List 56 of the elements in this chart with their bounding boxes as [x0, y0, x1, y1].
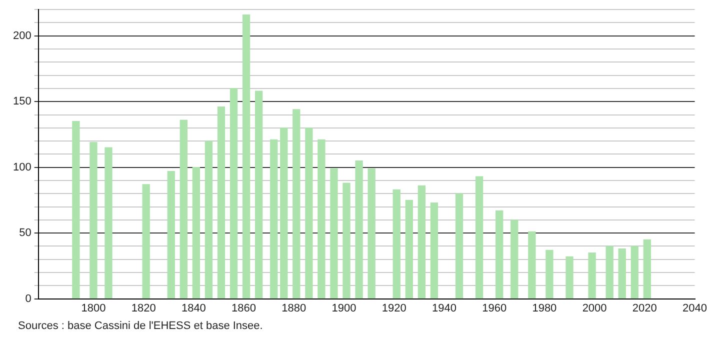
bar	[643, 239, 651, 299]
bar	[230, 88, 238, 299]
y-tick-label: 150	[12, 96, 32, 108]
bar	[630, 246, 638, 299]
bar	[192, 167, 200, 299]
bar	[528, 231, 536, 299]
bar	[546, 250, 554, 299]
bar	[405, 200, 413, 299]
bar	[305, 128, 313, 299]
bar	[242, 14, 250, 299]
bar	[90, 142, 98, 299]
bar	[566, 256, 574, 299]
bar	[455, 193, 464, 299]
bar	[342, 182, 350, 299]
bar	[618, 248, 626, 299]
x-tick-label: 1820	[131, 302, 156, 314]
bar	[355, 160, 363, 299]
bar	[475, 176, 484, 299]
bar	[292, 109, 300, 299]
y-tick-label: 0	[25, 292, 32, 305]
x-tick-label: 2000	[582, 302, 607, 314]
x-tick-label: 1860	[232, 302, 256, 314]
bar	[368, 168, 376, 299]
x-tick-label: 1920	[382, 302, 406, 314]
bar	[510, 220, 518, 299]
bar	[270, 139, 278, 299]
bar	[180, 120, 188, 299]
bar	[254, 90, 263, 299]
bar	[280, 128, 288, 299]
y-tick-label: 200	[12, 30, 32, 42]
bar	[392, 189, 400, 299]
bar	[104, 147, 112, 299]
x-tick-label: 2020	[632, 302, 657, 314]
bar	[204, 140, 213, 299]
x-tick-label: 1940	[432, 302, 456, 314]
bar	[606, 246, 614, 299]
bar	[330, 168, 338, 299]
bar	[588, 252, 596, 299]
source-note: Sources : base Cassini de l'EHESS et base Insee.	[18, 320, 263, 332]
bar	[430, 202, 438, 299]
bar	[142, 184, 150, 299]
bar	[496, 210, 504, 299]
bar	[217, 106, 226, 299]
x-tick-label: 2040	[682, 302, 708, 314]
x-tick-label: 1840	[181, 302, 206, 314]
bar	[72, 121, 80, 299]
bar	[318, 139, 326, 299]
x-tick-label: 1980	[532, 302, 557, 314]
x-tick-label: 1960	[482, 302, 507, 314]
y-tick-label: 50	[19, 227, 32, 240]
bar	[167, 170, 175, 299]
x-tick-label: 1900	[332, 302, 356, 314]
x-tick-label: 1880	[282, 302, 306, 314]
bar	[418, 185, 426, 299]
y-tick-label: 100	[12, 161, 32, 174]
x-tick-label: 1800	[81, 302, 106, 314]
